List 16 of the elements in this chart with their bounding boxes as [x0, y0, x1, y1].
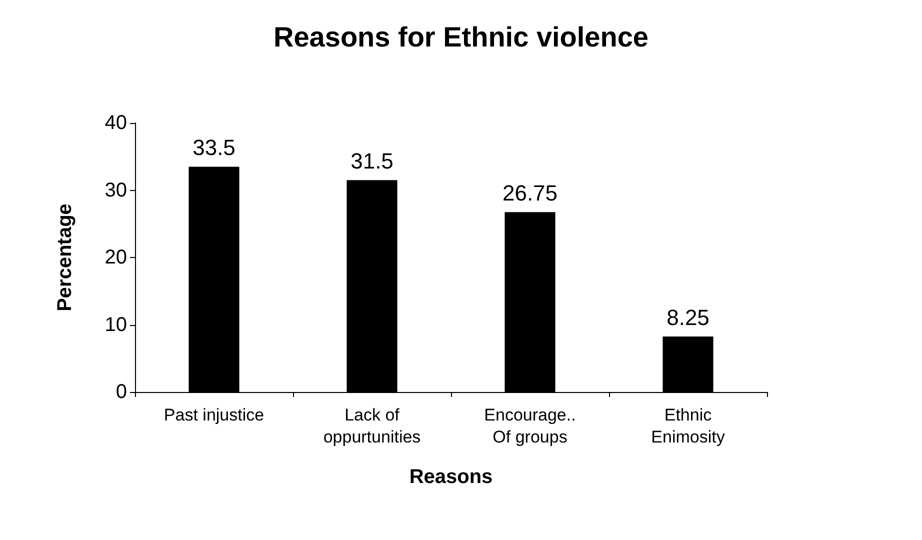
x-tick-label: Past injustice: [164, 406, 264, 424]
y-axis-title: Percentage: [54, 204, 76, 312]
x-tick-label: Encourage.. Of groups: [484, 406, 576, 446]
y-tick-label: 40: [104, 112, 127, 134]
y-tick-label: 10: [104, 314, 127, 336]
data-label: 8.25: [666, 305, 710, 330]
y-tick-label: 20: [104, 246, 127, 268]
x-axis-title: Reasons: [409, 466, 493, 488]
data-label: 33.5: [192, 135, 236, 160]
data-label: 31.5: [350, 148, 394, 174]
x-tick-label: Ethnic Enimosity: [651, 406, 726, 446]
y-tick-label: 0: [116, 381, 127, 403]
y-tick-label: 30: [104, 179, 127, 202]
data-label: 26.75: [502, 180, 558, 206]
chart-title: Reasons for Ethnic violence: [274, 22, 648, 52]
x-tick-label: Lack of oppurtunities: [323, 406, 421, 446]
